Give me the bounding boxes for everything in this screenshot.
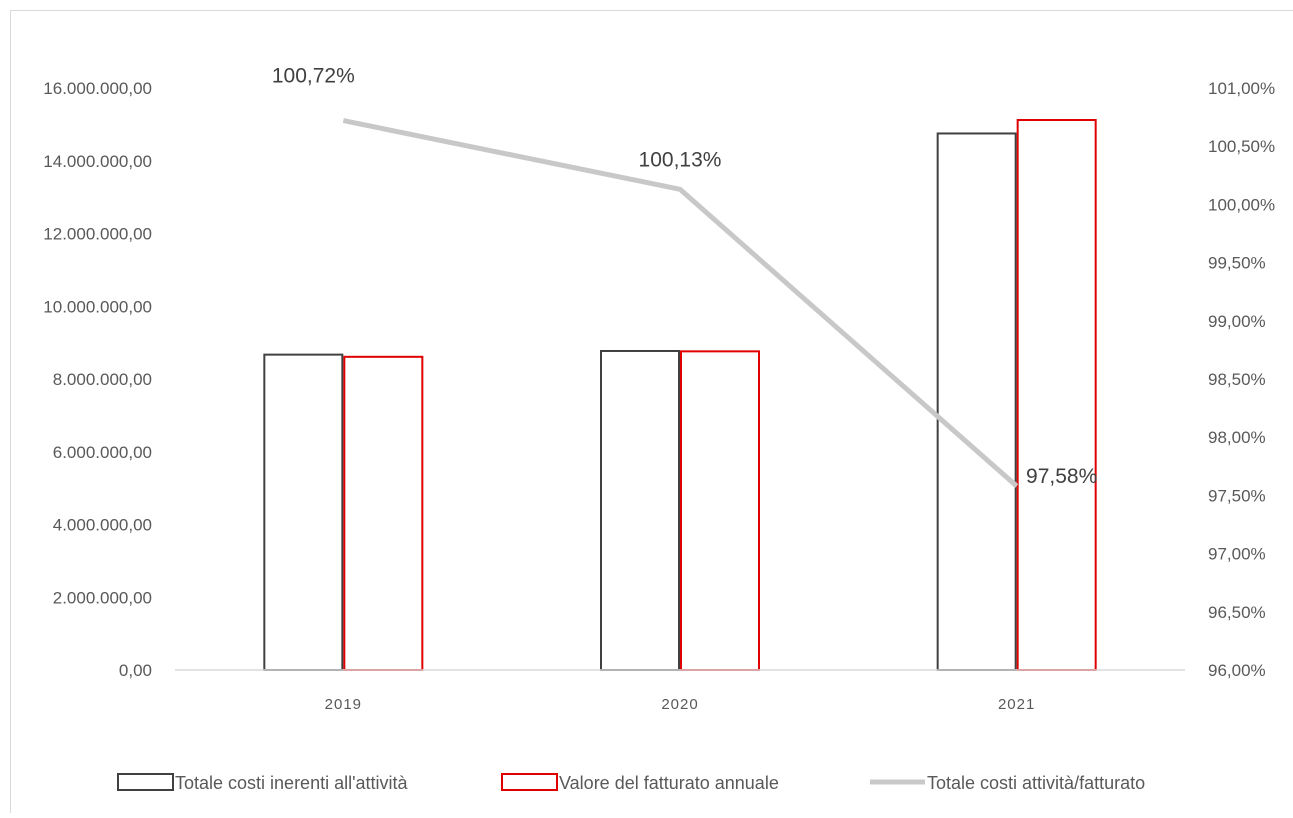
y-right-tick-label: 99,50% <box>1208 254 1266 273</box>
x-tick-label-2020: 2020 <box>661 696 698 713</box>
y-left-tick-label: 16.000.000,00 <box>43 79 152 98</box>
legend: Totale costi inerenti all'attività Valore… <box>118 773 1145 793</box>
y-right-tick-label: 96,50% <box>1208 603 1266 622</box>
y-right-tick-label: 97,00% <box>1208 545 1266 564</box>
data-label-2020: 100,13% <box>639 148 722 171</box>
y-right-tick-label: 101,00% <box>1208 79 1275 98</box>
legend-label: Totale costi inerenti all'attività <box>175 773 409 793</box>
y-left-tick-label: 2.000.000,00 <box>53 588 152 607</box>
y-right-tick-label: 100,00% <box>1208 195 1275 214</box>
bar-fatturato-2021 <box>1018 120 1096 670</box>
y-right-tick-label: 98,00% <box>1208 428 1266 447</box>
y-right-tick-label: 97,50% <box>1208 486 1266 505</box>
legend-label: Totale costi attività/fatturato <box>927 773 1145 793</box>
y-right-tick-label: 96,00% <box>1208 661 1266 680</box>
data-label-2021: 97,58% <box>1026 465 1097 488</box>
y-left-tick-label: 14.000.000,00 <box>43 152 152 171</box>
bar-fatturato-2019 <box>344 357 422 670</box>
y-left-tick-label: 10.000.000,00 <box>43 297 152 316</box>
legend-item-fatturato: Valore del fatturato annuale <box>502 773 779 793</box>
legend-swatch <box>118 774 173 790</box>
y-right-tick-label: 99,00% <box>1208 312 1266 331</box>
y-left-tick-label: 0,00 <box>119 661 152 680</box>
bar-costi-2019 <box>264 355 342 670</box>
bar-costi-2021 <box>938 133 1016 670</box>
bar-costi-2020 <box>601 351 679 670</box>
legend-item-costi: Totale costi inerenti all'attività <box>118 773 409 793</box>
bar-fatturato-2020 <box>681 351 759 670</box>
data-label-2019: 100,72% <box>272 65 355 88</box>
y-right-tick-label: 100,50% <box>1208 137 1275 156</box>
y-left-tick-label: 4.000.000,00 <box>53 516 152 535</box>
legend-swatch <box>502 774 557 790</box>
y-left-tick-label: 8.000.000,00 <box>53 370 152 389</box>
y-left-tick-label: 12.000.000,00 <box>43 225 152 244</box>
x-tick-label-2019: 2019 <box>325 696 362 713</box>
y-left-tick-label: 6.000.000,00 <box>53 443 152 462</box>
y-right-tick-label: 98,50% <box>1208 370 1266 389</box>
legend-label: Valore del fatturato annuale <box>559 773 779 793</box>
x-tick-label-2021: 2021 <box>998 696 1035 713</box>
